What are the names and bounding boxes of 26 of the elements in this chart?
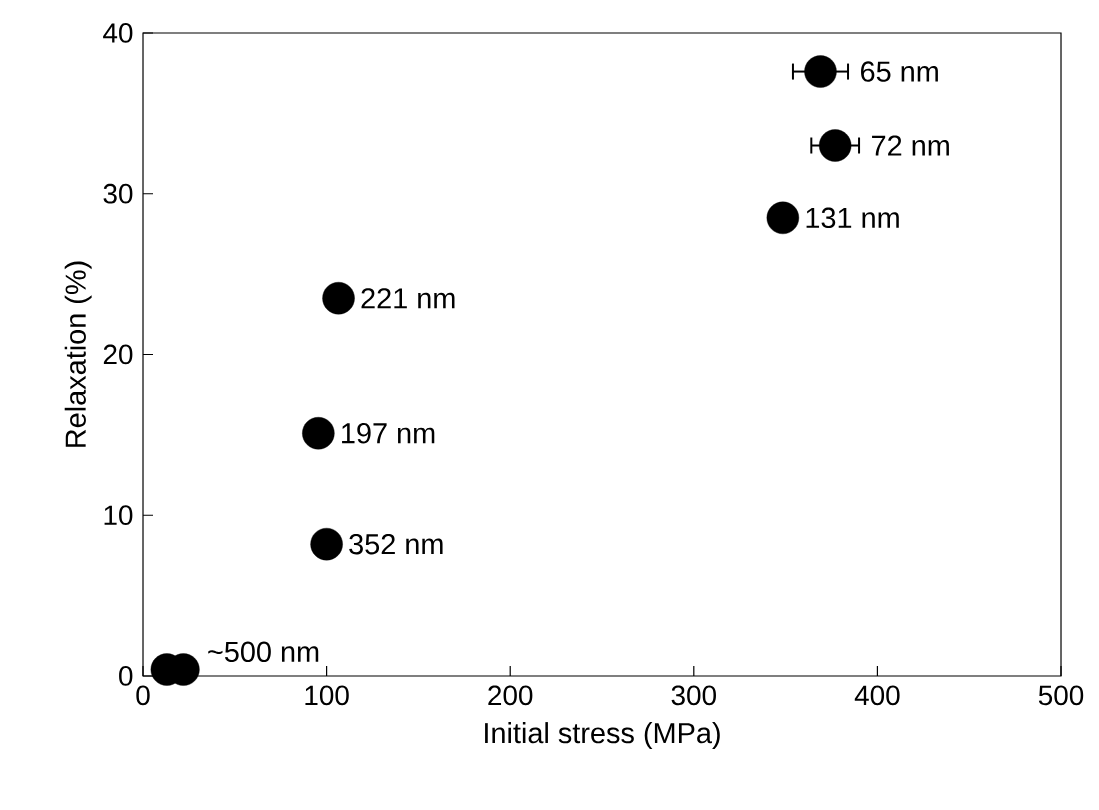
- annotation: ~500 nm: [208, 641, 319, 663]
- y-tick-label: 20: [103, 344, 133, 365]
- x-tick-label: 100: [305, 685, 349, 706]
- x-tick-label: 400: [854, 685, 900, 706]
- point: [818, 129, 852, 162]
- x-tick-label: 500: [1038, 685, 1084, 706]
- annotation: 221 nm: [361, 288, 455, 309]
- point: [310, 527, 343, 561]
- annotation: 131 nm: [806, 207, 899, 229]
- point: [322, 282, 355, 315]
- annotation: 65 nm: [861, 61, 938, 82]
- annotation: 197 nm: [342, 423, 435, 444]
- x-tick-label: 0: [136, 685, 150, 706]
- x-tick-label: 300: [671, 685, 716, 706]
- y-tick-label: 40: [103, 23, 133, 43]
- point: [804, 55, 837, 88]
- annotation: 72 nm: [872, 135, 949, 156]
- y-axis-title: Relaxation (%): [64, 261, 92, 447]
- y-tick-label: 10: [104, 505, 133, 526]
- y-tick-label: 30: [103, 183, 133, 204]
- x-axis-title: Initial stress (MPa): [485, 722, 720, 750]
- point: [766, 201, 800, 235]
- annotation: 352 nm: [349, 533, 443, 555]
- y-tick-label: 0: [119, 666, 133, 686]
- x-tick-label: 200: [488, 685, 533, 706]
- point: [302, 417, 335, 450]
